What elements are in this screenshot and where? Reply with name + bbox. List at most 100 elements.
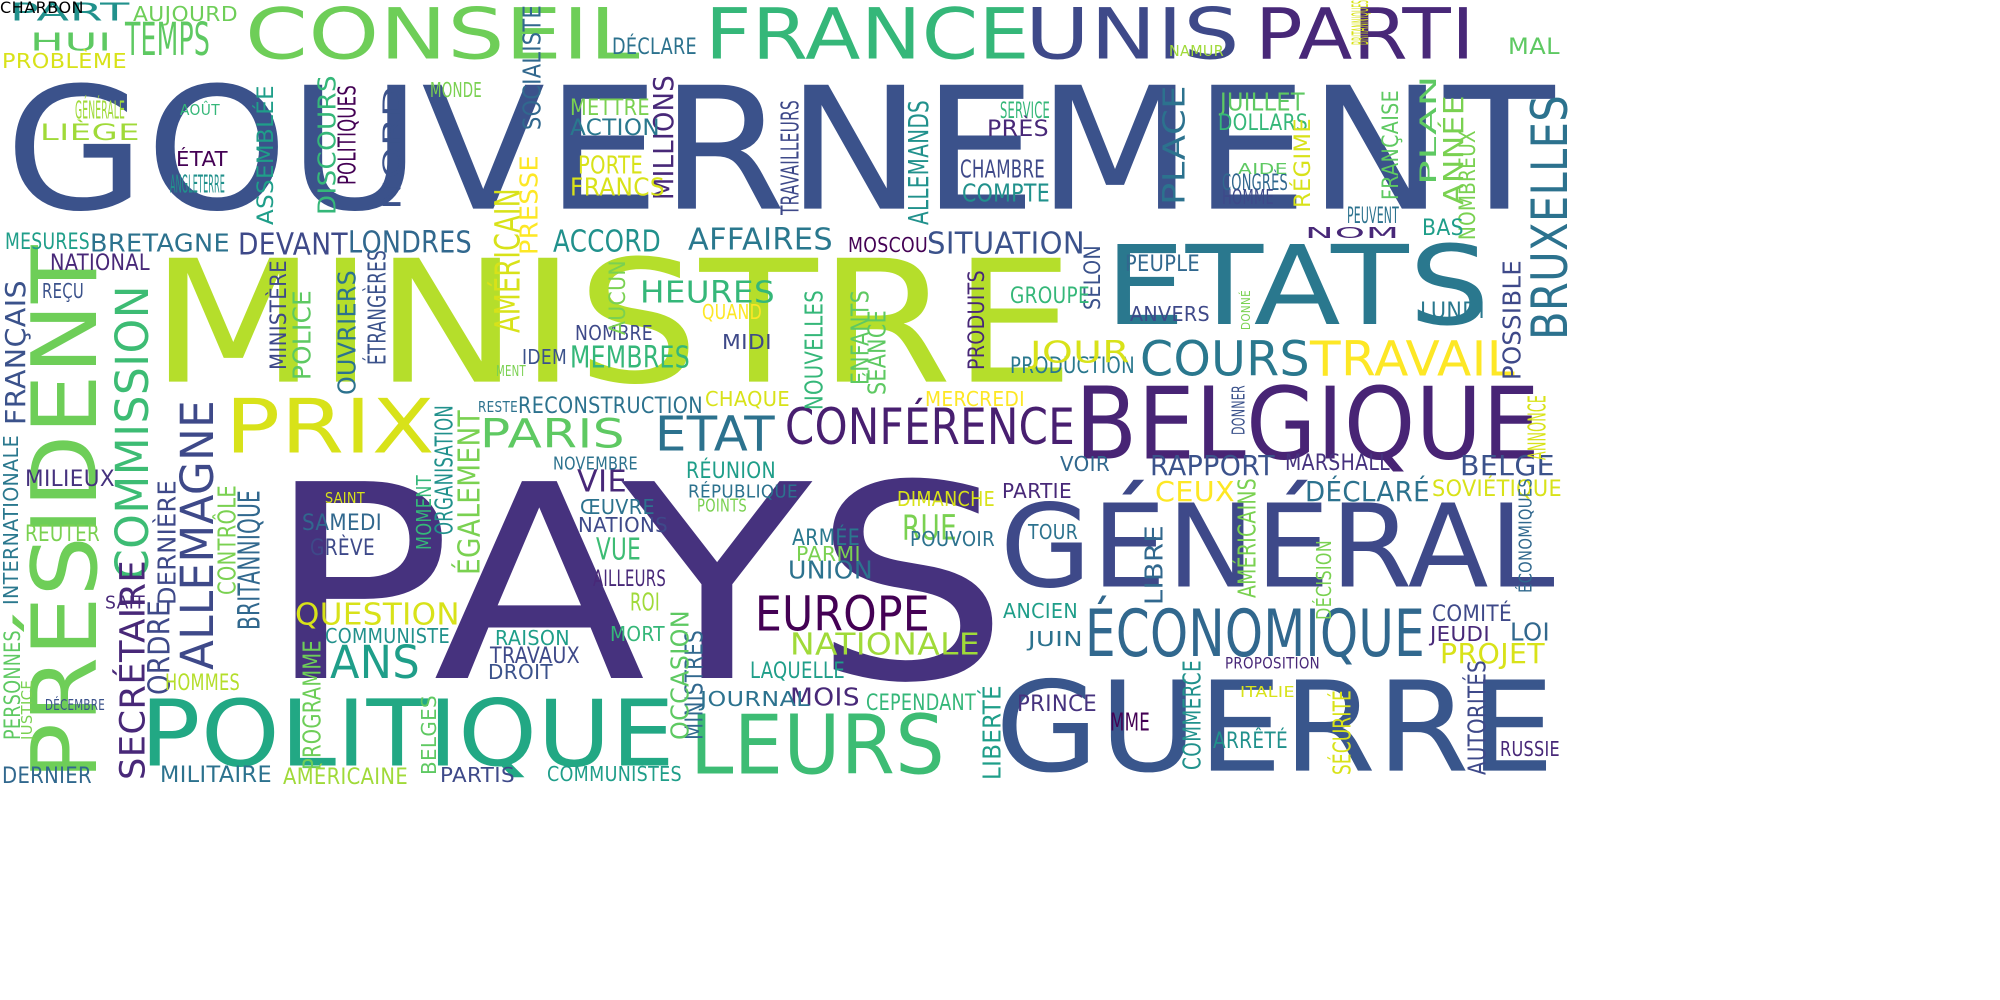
word: PRODUCTION — [1010, 352, 1135, 379]
word: AUTORITÉS — [1461, 660, 1492, 775]
word: FRANCE — [705, 0, 1030, 76]
word: PRODUITS — [963, 270, 990, 370]
word: REUTER — [25, 520, 100, 547]
word: AMÉRICAINS — [1231, 478, 1262, 598]
word: PARTI — [1255, 0, 1475, 76]
word: JUSTICE — [18, 680, 36, 740]
word: PART — [10, 0, 130, 27]
word: COMMUNISTE — [325, 625, 450, 649]
word: DÉCLARÉ — [1305, 474, 1430, 508]
word: DROIT — [488, 661, 553, 685]
word: AUJOURD — [133, 3, 238, 27]
word: COMMUNISTES — [547, 763, 682, 787]
word: LAQUELLE — [750, 657, 845, 684]
word: LONDRES — [348, 224, 472, 260]
word: NOVEMBRE — [553, 452, 638, 474]
word: MENT — [496, 362, 526, 380]
word: JUILLET — [1220, 86, 1305, 117]
word: LUNDI — [1420, 297, 1485, 324]
word: RECONSTRUCTION — [518, 392, 703, 419]
word: ÉGALEMENT — [451, 410, 487, 575]
word: ÉCONOMIQUES — [1514, 478, 1536, 593]
word: SAMEDI — [302, 509, 382, 536]
word: NAMUR — [1169, 42, 1224, 60]
word: ITALIE — [1240, 683, 1295, 701]
word: PRESSE — [513, 155, 544, 255]
word: AILLEURS — [593, 565, 666, 592]
word: PEUVENT — [1347, 202, 1399, 229]
word: GRÈVE — [310, 534, 375, 561]
word: ARMÉE — [792, 524, 860, 551]
word: MOMENT — [413, 475, 437, 550]
word: INTERNATIONALE — [0, 435, 24, 605]
word: HOMME — [1222, 186, 1274, 210]
word: CONFÉRENCE — [785, 397, 1075, 456]
word: CHAMBRE — [960, 153, 1045, 184]
word: COMPTE — [962, 177, 1050, 208]
word: PRÈS — [987, 115, 1049, 142]
word: DERNIÈRE — [151, 480, 182, 605]
word: MILIEUX — [25, 465, 115, 492]
word: MOSCOU — [848, 234, 928, 258]
word: AIDE — [1238, 160, 1288, 178]
word: SAIT — [105, 591, 145, 613]
word: RAPPORT — [1150, 448, 1275, 482]
word: CEUX — [1155, 474, 1235, 508]
word: ALLEMANDS — [901, 100, 935, 225]
word: CHAQUE — [705, 388, 790, 412]
word: VUE — [596, 531, 641, 567]
word: MORT — [610, 623, 665, 647]
word: AFFAIRES — [688, 221, 833, 257]
word: JUIN — [1028, 628, 1083, 652]
word: QUAND — [702, 301, 762, 325]
word: ENFANTS — [844, 290, 875, 385]
word: MINISTÈRE — [265, 260, 292, 370]
word: MERCREDI — [925, 388, 1025, 412]
word: GOUVERNEMENT — [5, 50, 1555, 249]
word: NOM — [1305, 224, 1400, 242]
word: RAISON — [495, 627, 570, 651]
word: UNIS — [1025, 0, 1240, 76]
word: IDEM — [522, 346, 567, 370]
word: ACTION — [570, 114, 660, 141]
word: REÇU — [42, 280, 84, 304]
word: MME — [1110, 706, 1150, 737]
word: METTRE — [570, 94, 650, 121]
word: NATIONS — [578, 514, 668, 538]
word: TRAVAILLEURS — [774, 100, 805, 215]
word: ÉTRANGÈRES — [361, 250, 392, 365]
word: BRUXELLES — [1520, 95, 1579, 341]
word: PAYS — [265, 427, 1010, 742]
word: PROPOSITION — [1225, 653, 1320, 673]
word: LIBRE — [1138, 525, 1169, 605]
word: CONSEIL — [245, 0, 640, 76]
word: JOURNAL — [700, 688, 810, 712]
word: JOUR — [1030, 334, 1130, 370]
word: DISCOURS — [311, 75, 342, 215]
word: TOUR — [1028, 521, 1078, 545]
word: PEUPLE — [1125, 250, 1200, 277]
word: OCCASION — [664, 610, 695, 740]
word: FRANÇAIS — [0, 280, 32, 425]
word: ETATS — [1105, 222, 1490, 351]
word: ANNONCE — [1521, 395, 1552, 460]
word: UNION — [788, 554, 873, 585]
word: ŒUVRE — [580, 496, 655, 520]
word: LIBERTÉ — [976, 685, 1007, 780]
word: CHARBON — [0, 0, 85, 17]
word: ETAT — [655, 405, 775, 462]
word: POINTS — [697, 494, 747, 516]
word: PROBLÈME — [2, 50, 128, 74]
word: DIMANCHE — [897, 488, 995, 512]
word: ÉCONOMIQUE — [1085, 596, 1425, 672]
word: DONNER — [1227, 385, 1249, 435]
word: DÉCISION — [1313, 540, 1337, 620]
word: EUROPE — [755, 585, 930, 642]
word: PARTIE — [1002, 480, 1072, 504]
word: POSSIBLE — [1496, 260, 1527, 380]
word: POUVOIR — [910, 528, 995, 552]
word: BRETAGNE — [90, 227, 230, 258]
word: GÉNÉRALE — [75, 94, 125, 125]
word: ARRÊTÉ — [1213, 727, 1288, 754]
